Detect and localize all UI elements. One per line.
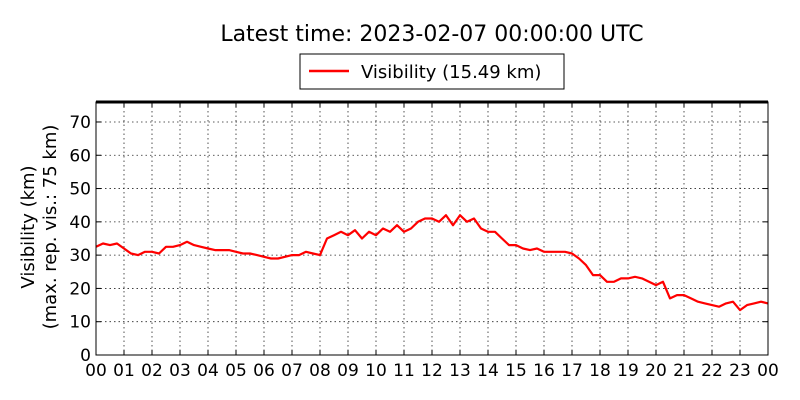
x-tick-label: 20: [645, 361, 667, 381]
x-tick-label: 10: [365, 361, 387, 381]
x-tick-label: 14: [477, 361, 499, 381]
y-axis-label-line1: Visibility (km): [18, 165, 39, 288]
x-tick-label: 11: [393, 361, 415, 381]
x-tick-label: 12: [421, 361, 443, 381]
y-tick-label: 50: [69, 180, 91, 200]
y-tick-label: 10: [69, 313, 91, 333]
x-tick-label: 17: [561, 361, 583, 381]
x-tick-label: 18: [589, 361, 611, 381]
visibility-series-line: [95, 214, 769, 312]
x-tick-label: 00: [757, 361, 779, 381]
x-tick-label: 07: [281, 361, 303, 381]
legend: Visibility (15.49 km): [299, 53, 565, 90]
x-tick-label: 05: [225, 361, 247, 381]
chart-title: Latest time: 2023-02-07 00:00:00 UTC: [220, 22, 643, 47]
x-tick-label: 06: [253, 361, 275, 381]
y-axis-label: Visibility (km) (max. rep. vis.: 75 km): [18, 125, 61, 330]
y-tick-label: 0: [80, 346, 91, 366]
y-tick-label: 40: [69, 213, 91, 233]
x-tick-label: 16: [533, 361, 555, 381]
y-tick-label: 60: [69, 146, 91, 166]
x-tick-label: 19: [617, 361, 639, 381]
y-tick-label: 70: [69, 113, 91, 133]
y-tick-label: 20: [69, 279, 91, 299]
x-tick-label: 22: [701, 361, 723, 381]
x-tick-label: 09: [337, 361, 359, 381]
y-tick-label: 30: [69, 246, 91, 266]
y-axis-label-line2: (max. rep. vis.: 75 km): [40, 125, 61, 330]
series-layer: [95, 214, 769, 312]
x-tick-label: 13: [449, 361, 471, 381]
x-tick-label: 01: [113, 361, 135, 381]
legend-entry-label: Visibility (15.49 km): [361, 62, 541, 83]
x-tick-label: 00: [85, 361, 107, 381]
x-tick-label: 04: [197, 361, 219, 381]
x-tick-label: 08: [309, 361, 331, 381]
x-tick-label: 02: [141, 361, 163, 381]
x-tick-label: 15: [505, 361, 527, 381]
grid: [96, 102, 768, 355]
x-tick-label: 23: [729, 361, 751, 381]
axis-ticks: 00 01 02 03 04 05 06 07 08 09 10 11 12 13 14 15 16 17 18 19…: [69, 102, 779, 381]
x-tick-label: 21: [673, 361, 695, 381]
x-tick-label: 03: [169, 361, 191, 381]
